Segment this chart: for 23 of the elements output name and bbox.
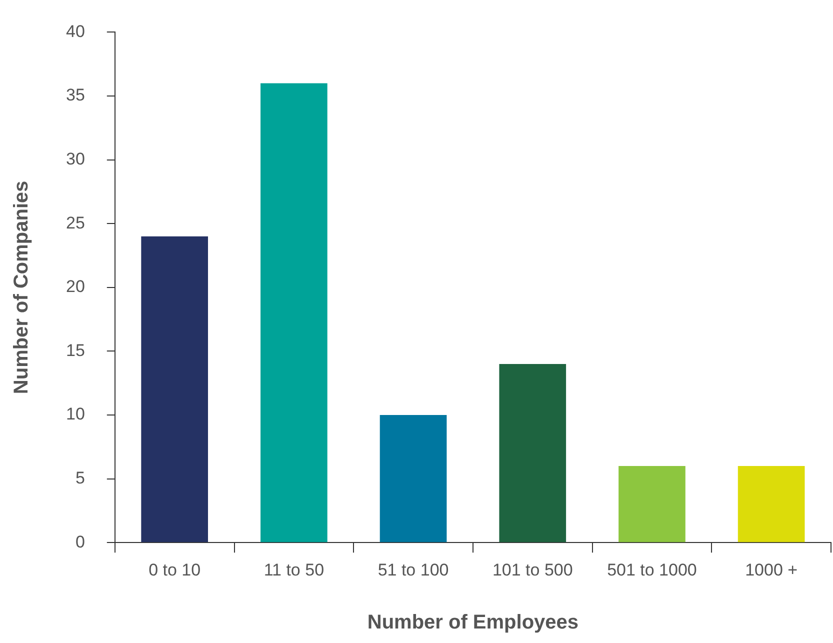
x-tick-label: 51 to 100 [378,560,449,580]
bar [738,466,805,542]
y-axis-title: Number of Companies [10,180,33,394]
x-tick-label: 501 to 1000 [607,560,697,580]
y-tick-label: 20 [66,277,85,296]
y-tick-label: 10 [66,404,85,424]
y-tick-label: 15 [66,340,85,360]
x-tick-label: 1000 + [745,560,798,580]
bar [260,83,328,542]
y-tick-label: 40 [66,22,85,41]
y-tick-label: 30 [66,149,85,168]
bar [141,236,208,542]
x-tick-label: 11 to 50 [264,560,324,580]
bar [499,364,566,542]
y-tick-label: 35 [66,86,85,105]
y-tick-label: 0 [75,532,85,552]
x-tick-label: 101 to 500 [492,560,573,580]
bar [618,466,686,542]
bar [380,415,447,542]
x-axis-title: Number of Employees [367,612,579,634]
y-tick-label: 25 [66,213,85,232]
y-tick-label: 5 [75,468,85,488]
x-tick-label: 0 to 10 [148,560,201,580]
